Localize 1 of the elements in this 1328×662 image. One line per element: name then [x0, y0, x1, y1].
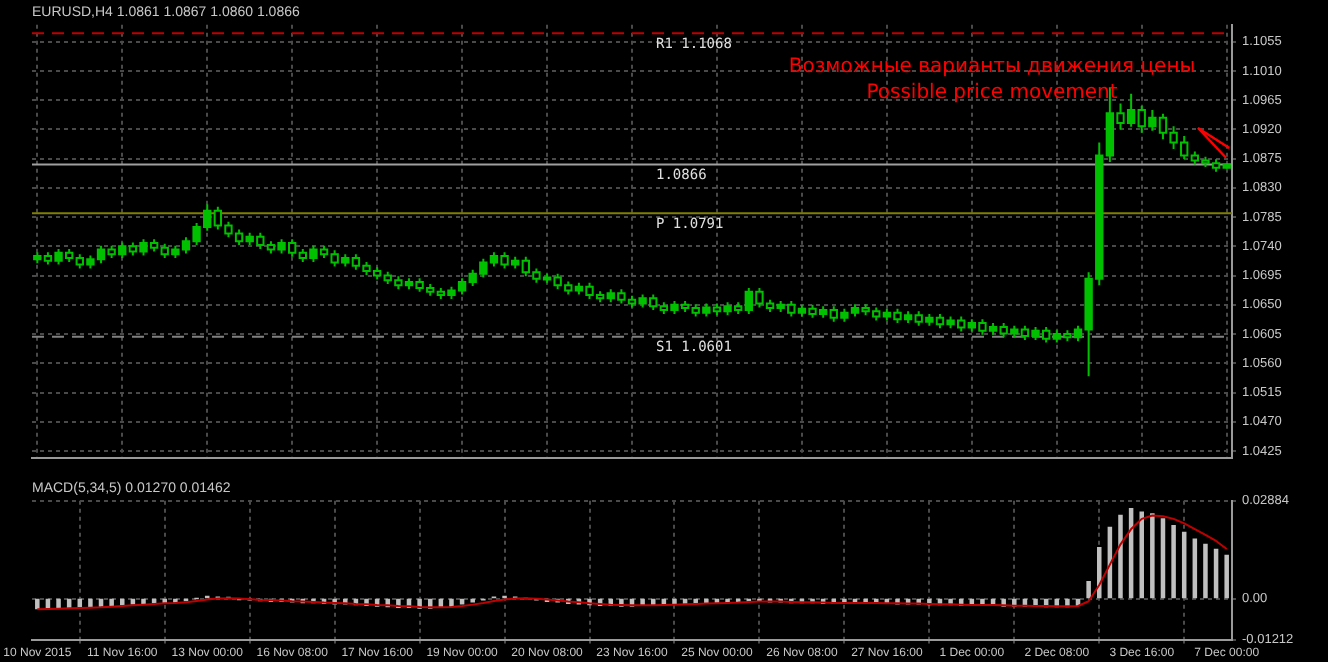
annotation: Возможные варианты движения цены: [788, 55, 1196, 78]
